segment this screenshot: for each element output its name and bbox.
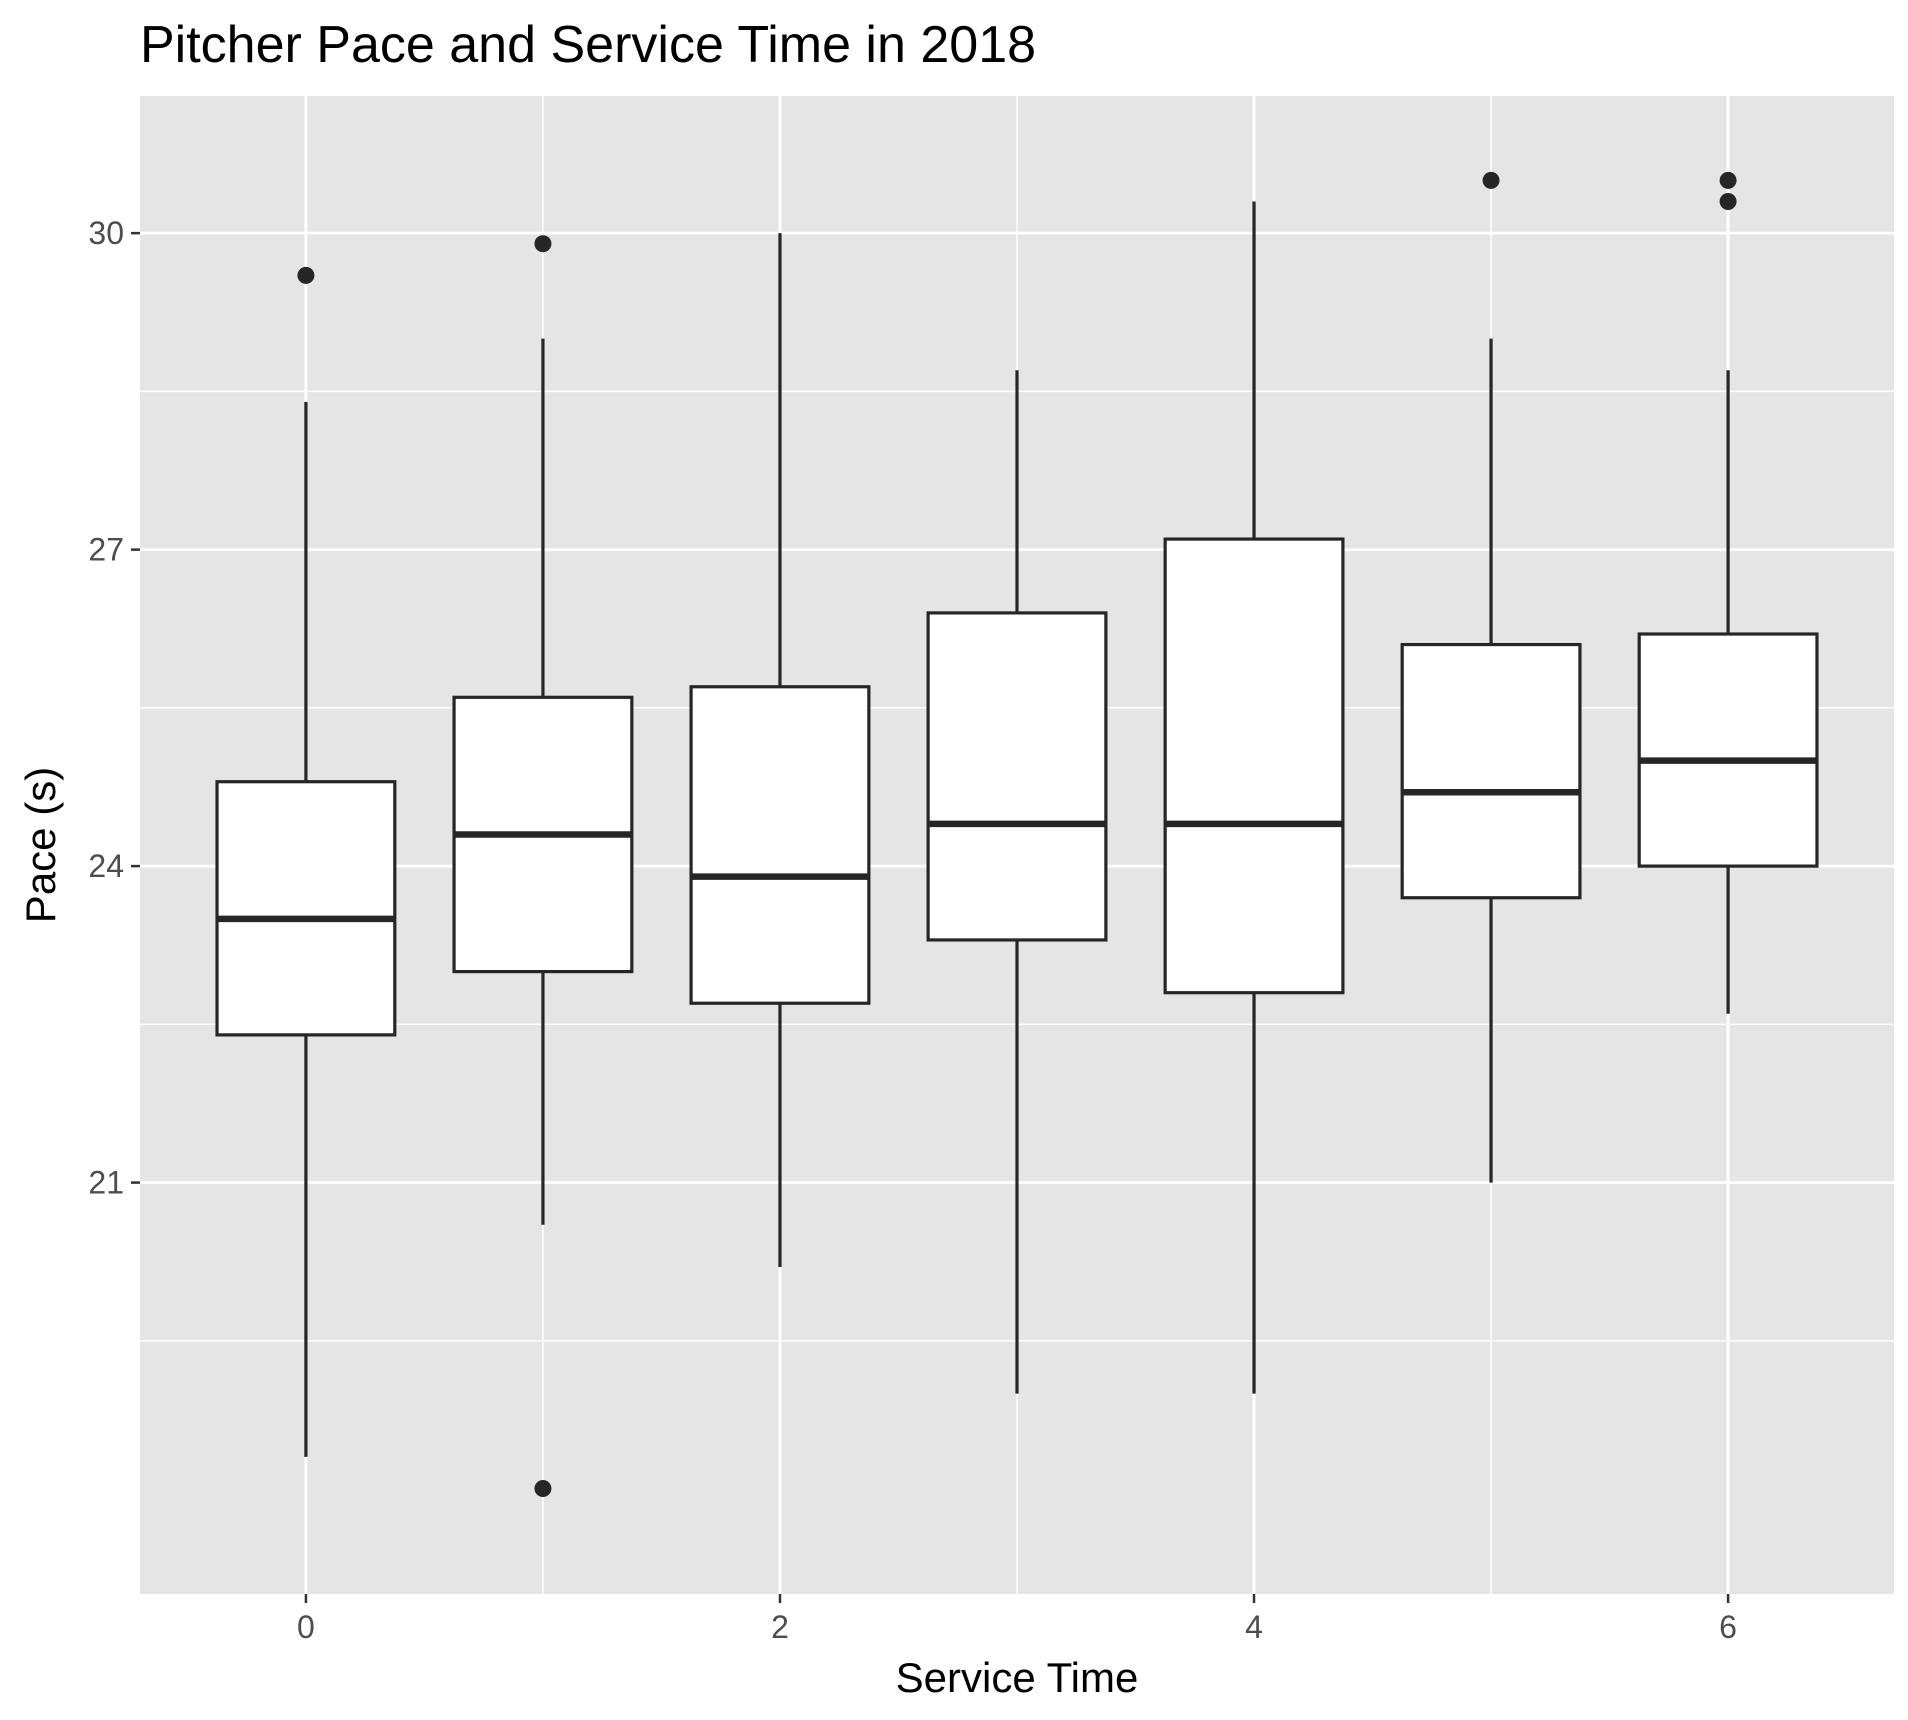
outlier-point bbox=[534, 1480, 552, 1498]
y-axis: 21 24 27 30 bbox=[88, 215, 140, 1201]
box-iqr bbox=[1400, 642, 1582, 900]
x-axis-title: Service Time bbox=[896, 1654, 1139, 1701]
box-group-2 bbox=[689, 233, 871, 1267]
box-iqr bbox=[215, 780, 397, 1037]
x-tick-label: 6 bbox=[1719, 1609, 1737, 1645]
y-tick-label: 30 bbox=[88, 215, 124, 251]
outlier-point bbox=[1719, 171, 1737, 189]
box-group-4 bbox=[1163, 201, 1345, 1394]
box-group-6 bbox=[1637, 171, 1819, 1014]
y-axis-title: Pace (s) bbox=[17, 767, 64, 923]
chart-title: Pitcher Pace and Service Time in 2018 bbox=[140, 16, 1036, 74]
box-group-0 bbox=[215, 266, 397, 1457]
outlier-point bbox=[297, 266, 315, 284]
box-iqr bbox=[689, 685, 871, 1005]
box-group-5 bbox=[1400, 171, 1582, 1183]
box-series bbox=[215, 171, 1819, 1498]
x-tick-label: 0 bbox=[297, 1609, 315, 1645]
x-axis: 0 2 4 6 bbox=[297, 1594, 1737, 1645]
outlier-point bbox=[1482, 171, 1500, 189]
box-iqr bbox=[926, 611, 1108, 942]
y-tick-label: 21 bbox=[88, 1165, 124, 1201]
box-iqr bbox=[1637, 632, 1819, 868]
box-group-1 bbox=[452, 235, 634, 1498]
box-iqr bbox=[1163, 537, 1345, 995]
x-tick-label: 4 bbox=[1245, 1609, 1263, 1645]
outlier-point bbox=[534, 235, 552, 253]
outlier-point bbox=[1719, 192, 1737, 210]
x-tick-label: 2 bbox=[771, 1609, 789, 1645]
y-tick-label: 24 bbox=[88, 848, 124, 884]
y-tick-label: 27 bbox=[88, 532, 124, 568]
box-group-3 bbox=[926, 370, 1108, 1394]
